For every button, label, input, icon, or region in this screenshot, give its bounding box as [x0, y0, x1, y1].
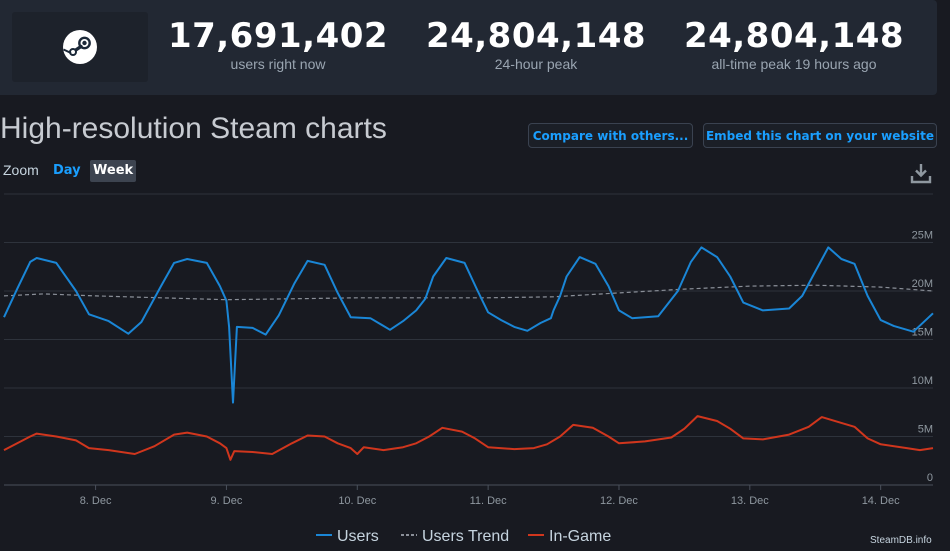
x-tick-label: 8. Dec [80, 495, 112, 507]
stat-all-time-peak: 24,804,148 all-time peak 19 hours ago [674, 16, 914, 72]
chart-grid [4, 193, 933, 486]
zoom-label: Zoom [3, 162, 39, 178]
x-axis: 8. Dec 9. Dec 10. Dec 11. Dec 12. Dec 13. Dec… [80, 485, 900, 507]
legend-item-users-trend[interactable]: Users Trend [401, 528, 509, 545]
steam-logo-icon [63, 30, 97, 64]
y-tick-label: 5M [918, 424, 933, 436]
players-chart: 0 5M 10M 15M 20M 25M 8. Dec 9. Dec 10. Dec 11. D… [3, 193, 934, 545]
y-axis: 0 5M 10M 15M 20M 25M [912, 230, 933, 485]
x-tick-label: 14. Dec [862, 495, 900, 507]
steamdb-watermark: SteamDB.info [870, 535, 932, 546]
series-line-users-trend [3, 284, 934, 301]
y-tick-label: 0 [927, 472, 933, 484]
stat-value: 17,691,402 [167, 16, 389, 56]
embed-chart-button[interactable]: Embed this chart on your website [703, 123, 937, 148]
stat-current-users: 17,691,402 users right now [158, 16, 398, 72]
legend-label: Users [337, 528, 379, 545]
stat-label: users right now [230, 56, 326, 72]
x-tick-label: 11. Dec [470, 495, 508, 507]
chart-legend[interactable]: Users Users Trend In-Game [316, 528, 611, 545]
legend-item-users[interactable]: Users [316, 528, 379, 545]
legend-label: Users Trend [422, 528, 509, 545]
stat-label: 24-hour peak [494, 56, 578, 72]
x-tick-label: 10. Dec [338, 495, 376, 507]
stat-value: 24,804,148 [683, 16, 905, 56]
y-tick-label: 20M [912, 278, 933, 290]
page-title: High-resolution Steam charts [0, 112, 387, 145]
y-tick-label: 15M [912, 327, 933, 339]
zoom-week-button[interactable]: Week [90, 160, 137, 182]
series-line-users [3, 246, 934, 404]
stat-label: all-time peak 19 hours ago [711, 56, 877, 72]
x-tick-label: 9. Dec [211, 495, 243, 507]
y-tick-label: 25M [912, 230, 933, 242]
steam-logo[interactable] [12, 12, 148, 82]
legend-label: In-Game [549, 528, 611, 545]
y-tick-label: 10M [912, 375, 933, 387]
stat-24h-peak: 24,804,148 24-hour peak [416, 16, 656, 72]
x-tick-label: 13. Dec [731, 495, 769, 507]
stats-panel: 17,691,402 users right now 24,804,148 24… [0, 0, 937, 95]
x-tick-label: 12. Dec [600, 495, 638, 507]
series-line-in-game [3, 415, 934, 461]
zoom-day-button[interactable]: Day [53, 163, 81, 178]
stat-value: 24,804,148 [425, 16, 647, 56]
chart-series [3, 246, 934, 461]
download-icon[interactable] [910, 162, 932, 189]
legend-item-in-game[interactable]: In-Game [528, 528, 611, 545]
compare-button[interactable]: Compare with others... [528, 123, 693, 148]
